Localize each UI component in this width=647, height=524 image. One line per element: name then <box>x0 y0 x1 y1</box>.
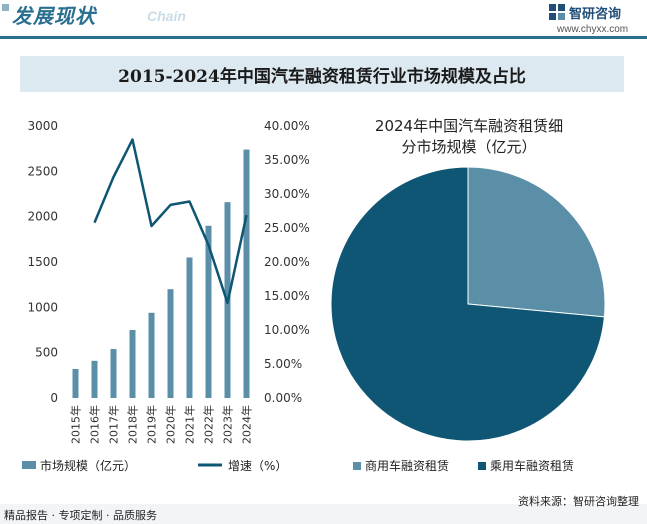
y-right-tick-label: 5.00% <box>264 357 302 371</box>
x-category-label: 2017年 <box>107 405 121 444</box>
brand-url[interactable]: www.chyxx.com <box>557 24 629 35</box>
y-left-tick-label: 1000 <box>27 300 58 314</box>
y-left-tick-label: 3000 <box>27 119 58 133</box>
title-band: 2015-2024年中国汽车融资租赁行业市场规模及占比 <box>20 56 624 92</box>
y-right-tick-label: 40.00% <box>264 119 310 133</box>
bar-market-size <box>148 312 155 398</box>
y-right-tick-label: 35.00% <box>264 153 310 167</box>
bar-market-size <box>243 149 250 398</box>
x-category-label: 2018年 <box>126 405 140 444</box>
x-category-label: 2019年 <box>145 405 159 444</box>
y-right-tick-label: 25.00% <box>264 221 310 235</box>
footer-slogan: 精品报告 · 专项定制 · 品质服务 <box>4 509 157 522</box>
header: 发展现状 Chain <box>0 0 647 30</box>
x-category-label: 2024年 <box>240 405 254 444</box>
pie-legend-swatch-commercial <box>353 462 361 470</box>
bar-market-size <box>129 330 136 398</box>
y-left-tick-label: 2500 <box>27 164 58 178</box>
pie-slice-commercial <box>467 166 606 318</box>
pie-legend-swatch-passenger <box>478 462 486 470</box>
chart-title: 2015-2024年中国汽车融资租赁行业市场规模及占比 <box>118 67 526 87</box>
header-accent-square <box>2 4 9 11</box>
y-left-tick-label: 0 <box>50 391 58 405</box>
x-category-label: 2016年 <box>88 405 102 444</box>
bar-market-size <box>72 368 79 398</box>
pie-title-line2: 分市场规模（亿元） <box>401 138 536 156</box>
y-left-tick-label: 500 <box>35 346 58 360</box>
y-right-tick-label: 15.00% <box>264 289 310 303</box>
legend-bar-label: 市场规模（亿元） <box>40 458 136 473</box>
legend-line-label: 增速（%） <box>228 459 287 473</box>
y-right-tick-label: 10.00% <box>264 323 310 337</box>
x-category-label: 2023年 <box>221 405 235 444</box>
data-source: 资料来源：智研咨询整理 <box>518 495 639 508</box>
bar-market-size <box>110 349 117 398</box>
bar-market-size <box>205 225 212 398</box>
header-divider <box>0 36 647 39</box>
x-category-label: 2021年 <box>183 405 197 444</box>
footer: 精品报告 · 专项定制 · 品质服务 <box>0 504 647 524</box>
section-title: 发展现状 <box>12 4 96 28</box>
pie-legend-label-commercial: 商用车融资租赁 <box>365 458 449 473</box>
brand-name: 智研咨询 <box>569 7 622 22</box>
bar-market-size <box>167 289 174 398</box>
pie-title-line1: 2024年中国汽车融资租赁细 <box>375 117 563 135</box>
pie-legend-label-passenger: 乘用车融资租赁 <box>490 458 574 473</box>
bar-market-size <box>186 257 193 398</box>
section-subtitle: Chain <box>147 8 186 24</box>
legend-bar-swatch <box>22 461 36 469</box>
brand-logo-icon <box>549 4 565 20</box>
bar-market-size <box>91 360 98 398</box>
line-growth-rate <box>93 138 248 305</box>
y-right-tick-label: 20.00% <box>264 255 310 269</box>
y-right-tick-label: 30.00% <box>264 187 310 201</box>
x-category-label: 2020年 <box>164 405 178 444</box>
x-category-label: 2022年 <box>202 405 216 444</box>
y-left-tick-label: 2000 <box>27 210 58 224</box>
x-category-label: 2015年 <box>69 405 83 444</box>
pie-slice-passenger <box>330 166 605 442</box>
y-left-tick-label: 1500 <box>27 255 58 269</box>
brand-block[interactable]: 智研咨询 www.chyxx.com <box>549 2 639 36</box>
y-right-tick-label: 0.00% <box>264 391 302 405</box>
